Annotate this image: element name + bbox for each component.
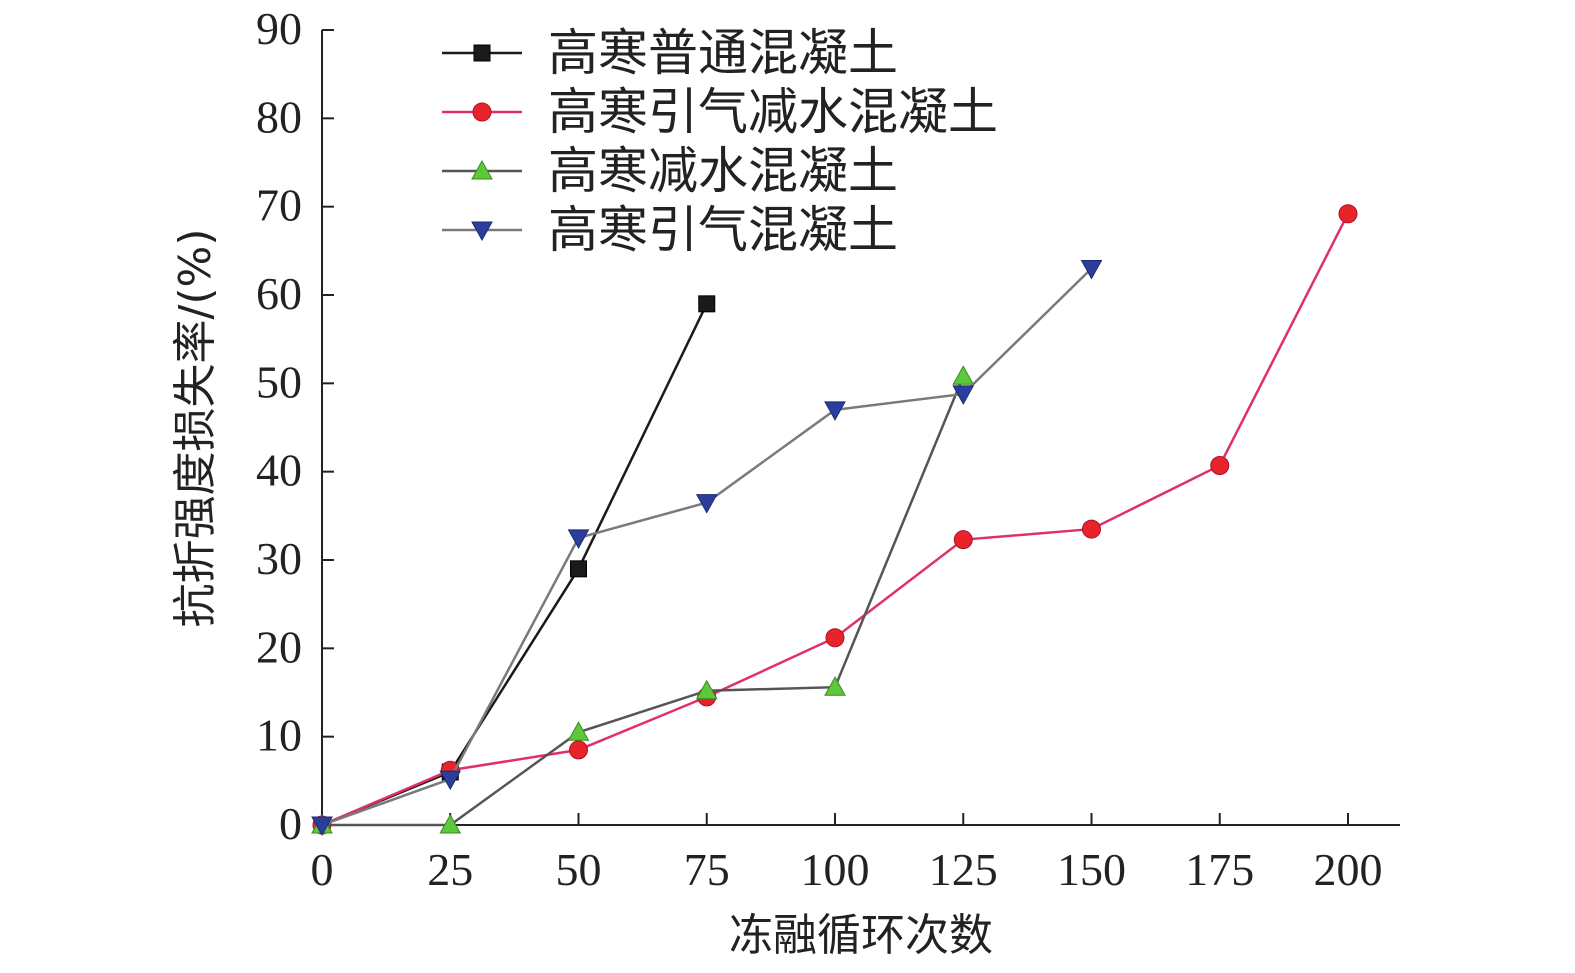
y-tick-label: 10 [256, 710, 302, 761]
x-axis-title: 冻融循环次数 [729, 910, 993, 961]
data-point [1080, 260, 1103, 280]
y-tick-label: 90 [256, 3, 302, 54]
series-4 [311, 260, 1103, 837]
data-point [824, 401, 846, 421]
data-point [952, 385, 975, 405]
y-tick-label: 60 [256, 268, 302, 319]
data-point [695, 679, 718, 700]
y-tick-label: 50 [256, 356, 302, 407]
data-point [1082, 519, 1101, 539]
x-tick-label: 75 [684, 844, 730, 895]
series-line [322, 375, 965, 827]
data-point [311, 816, 333, 837]
legend-marker [473, 44, 491, 62]
y-ticks: 0 10 20 30 40 50 60 70 80 90 [256, 3, 334, 849]
series-line [321, 303, 708, 827]
legend-label: 高寒减水混凝土 [548, 142, 898, 200]
y-tick-label: 20 [256, 621, 302, 672]
y-tick-label: 70 [256, 180, 302, 231]
x-ticks: 0 25 50 75 100 125 150 175 200 [311, 813, 1383, 895]
legend-marker [471, 159, 493, 180]
data-point [695, 494, 718, 514]
data-point [569, 740, 588, 760]
y-tick-label: 40 [256, 445, 302, 496]
x-tick-label: 100 [801, 844, 870, 895]
legend-label: 高寒引气减水混凝土 [548, 83, 998, 141]
legend-item: 高寒引气混凝土 [442, 201, 898, 259]
legend-item: 高寒减水混凝土 [442, 142, 898, 200]
series-3 [311, 365, 975, 834]
data-point [439, 770, 462, 791]
data-point [1210, 455, 1230, 475]
x-tick-label: 175 [1185, 844, 1254, 895]
data-point [952, 365, 975, 385]
x-tick-label: 200 [1314, 844, 1383, 895]
series-line [321, 267, 1093, 827]
data-point [825, 628, 845, 648]
legend-item: 高寒引气减水混凝土 [442, 83, 998, 141]
x-tick-label: 0 [311, 844, 334, 895]
y-tick-label: 30 [256, 533, 302, 584]
data-point [698, 295, 716, 313]
data-point [439, 813, 462, 834]
x-tick-label: 125 [929, 844, 998, 895]
x-tick-label: 150 [1057, 844, 1126, 895]
data-point [953, 530, 973, 550]
y-tick-label: 80 [256, 91, 302, 142]
y-tick-label: 0 [279, 798, 302, 849]
legend-marker [472, 102, 492, 122]
legend-label: 高寒引气混凝土 [548, 201, 898, 259]
legend-item: 高寒普通混凝土 [442, 24, 898, 82]
data-point [1338, 204, 1358, 224]
data-point [570, 560, 587, 578]
y-axis-title: 抗折强度损失率/(%) [170, 229, 221, 628]
data-point [567, 529, 590, 549]
x-tick-label: 50 [556, 844, 602, 895]
legend-label: 高寒普通混凝土 [548, 24, 898, 82]
series-group [311, 204, 1358, 837]
series-1 [313, 295, 716, 834]
data-point [824, 676, 846, 696]
legend-marker [471, 221, 493, 242]
data-point [567, 721, 590, 741]
x-tick-label: 25 [427, 844, 473, 895]
